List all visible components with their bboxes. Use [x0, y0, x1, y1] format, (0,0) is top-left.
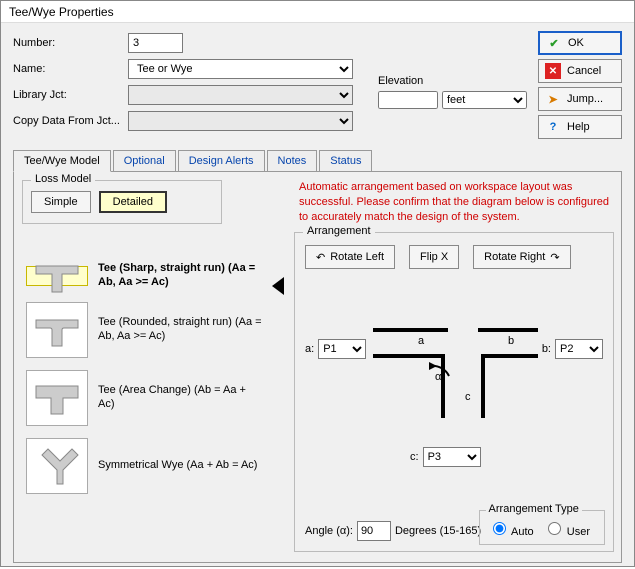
- list-item[interactable]: Tee (Area Change) (Ab = Aa + Ac): [26, 370, 286, 426]
- arr-type-user-radio[interactable]: [548, 522, 561, 535]
- cancel-button[interactable]: ✕ Cancel: [538, 59, 622, 83]
- loss-simple-button[interactable]: Simple: [31, 191, 91, 213]
- arr-type-auto-radio[interactable]: [493, 522, 506, 535]
- tab-design-alerts[interactable]: Design Alerts: [178, 150, 265, 172]
- library-label: Library Jct:: [13, 89, 128, 101]
- copy-select[interactable]: [128, 111, 353, 131]
- rotate-right-button[interactable]: Rotate Right ↷: [473, 245, 570, 269]
- arr-type-user-label: User: [567, 526, 590, 538]
- window: Tee/Wye Properties Number: Name: Tee or …: [0, 0, 635, 567]
- tab-panel: Loss Model Simple Detailed Automatic arr…: [13, 171, 622, 563]
- loss-model-group: Loss Model Simple Detailed: [22, 180, 222, 224]
- diagram-alpha-label: α: [435, 371, 442, 383]
- list-item[interactable]: Tee (Rounded, straight run) (Aa = Ab, Aa…: [26, 302, 286, 358]
- top-form: Number: Name: Tee or Wye Library Jct:: [13, 33, 622, 137]
- jump-icon: ➤: [545, 91, 561, 107]
- list-item-label: Tee (Area Change) (Ab = Aa + Ac): [98, 384, 263, 412]
- window-title: Tee/Wye Properties: [1, 1, 634, 23]
- button-column: ✔ OK ✕ Cancel ➤ Jump... ? Help: [538, 31, 622, 143]
- wye-icon: [26, 438, 88, 494]
- loss-model-title: Loss Model: [31, 173, 95, 185]
- ok-button[interactable]: ✔ OK: [538, 31, 622, 55]
- x-icon: ✕: [545, 63, 561, 79]
- rotate-left-label: Rotate Left: [330, 251, 384, 263]
- library-select[interactable]: [128, 85, 353, 105]
- content-area: Number: Name: Tee or Wye Library Jct:: [1, 23, 634, 569]
- help-icon: ?: [545, 119, 561, 135]
- cancel-button-label: Cancel: [567, 65, 601, 77]
- tee-type-list: Tee (Sharp, straight run) (Aa = Ab, Aa >…: [26, 262, 286, 506]
- number-input[interactable]: [128, 33, 183, 53]
- arrangement-type-title: Arrangement Type: [486, 503, 582, 515]
- rotate-right-label: Rotate Right: [484, 251, 545, 263]
- diagram-c-label: c: [465, 391, 471, 403]
- rotate-left-icon: ↶: [316, 251, 325, 264]
- name-label: Name:: [13, 63, 128, 75]
- c-select[interactable]: P3: [423, 447, 481, 467]
- list-item-label: Tee (Rounded, straight run) (Aa = Ab, Aa…: [98, 316, 263, 344]
- list-item-label: Tee (Sharp, straight run) (Aa = Ab, Aa >…: [98, 262, 263, 290]
- arrangement-type-group: Arrangement Type Auto User: [479, 510, 605, 545]
- arrangement-group: Arrangement ↶ Rotate Left Flip X Rotate …: [294, 232, 614, 552]
- jump-button[interactable]: ➤ Jump...: [538, 87, 622, 111]
- tab-model[interactable]: Tee/Wye Model: [13, 150, 111, 172]
- tee-sharp-icon: [26, 266, 88, 286]
- rotate-right-icon: ↷: [550, 251, 559, 264]
- help-button[interactable]: ? Help: [538, 115, 622, 139]
- flip-x-button[interactable]: Flip X: [409, 245, 459, 269]
- selection-pointer-icon: [272, 277, 284, 295]
- elevation-input[interactable]: [378, 91, 438, 109]
- a-side-label: a:: [305, 343, 314, 355]
- tee-rounded-icon: [26, 302, 88, 358]
- flip-x-label: Flip X: [420, 251, 448, 263]
- arr-type-auto-label: Auto: [511, 526, 534, 538]
- arrangement-title: Arrangement: [303, 225, 375, 237]
- c-side-label: c:: [410, 451, 419, 463]
- b-select[interactable]: P2: [555, 339, 603, 359]
- number-label: Number:: [13, 37, 128, 49]
- check-icon: ✔: [546, 35, 562, 51]
- name-select[interactable]: Tee or Wye: [128, 59, 353, 79]
- help-button-label: Help: [567, 121, 590, 133]
- rotate-left-button[interactable]: ↶ Rotate Left: [305, 245, 395, 269]
- copy-label: Copy Data From Jct...: [13, 115, 128, 127]
- tab-bar: Tee/Wye Model Optional Design Alerts Not…: [13, 150, 622, 172]
- diagram-a-label: a: [418, 335, 425, 347]
- angle-suffix: Degrees (15-165): [395, 525, 481, 537]
- arr-type-user-option[interactable]: User: [543, 526, 590, 538]
- angle-label: Angle (α):: [305, 525, 353, 537]
- ok-button-label: OK: [568, 37, 584, 49]
- tee-area-icon: [26, 370, 88, 426]
- list-item[interactable]: Tee (Sharp, straight run) (Aa = Ab, Aa >…: [26, 262, 286, 290]
- jump-button-label: Jump...: [567, 93, 603, 105]
- elevation-unit-select[interactable]: feet: [442, 91, 527, 109]
- list-item[interactable]: Symmetrical Wye (Aa + Ab = Ac): [26, 438, 286, 494]
- list-item-label: Symmetrical Wye (Aa + Ab = Ac): [98, 459, 263, 473]
- tab-optional[interactable]: Optional: [113, 150, 176, 172]
- tab-status[interactable]: Status: [319, 150, 372, 172]
- arr-type-auto-option[interactable]: Auto: [488, 526, 537, 538]
- diagram-b-label: b: [508, 335, 514, 347]
- tab-notes[interactable]: Notes: [267, 150, 318, 172]
- loss-detailed-button[interactable]: Detailed: [99, 191, 167, 213]
- angle-input[interactable]: [357, 521, 391, 541]
- elevation-label: Elevation: [378, 75, 527, 87]
- tee-diagram: a b c α: [353, 318, 553, 438]
- warning-text: Automatic arrangement based on workspace…: [299, 180, 619, 225]
